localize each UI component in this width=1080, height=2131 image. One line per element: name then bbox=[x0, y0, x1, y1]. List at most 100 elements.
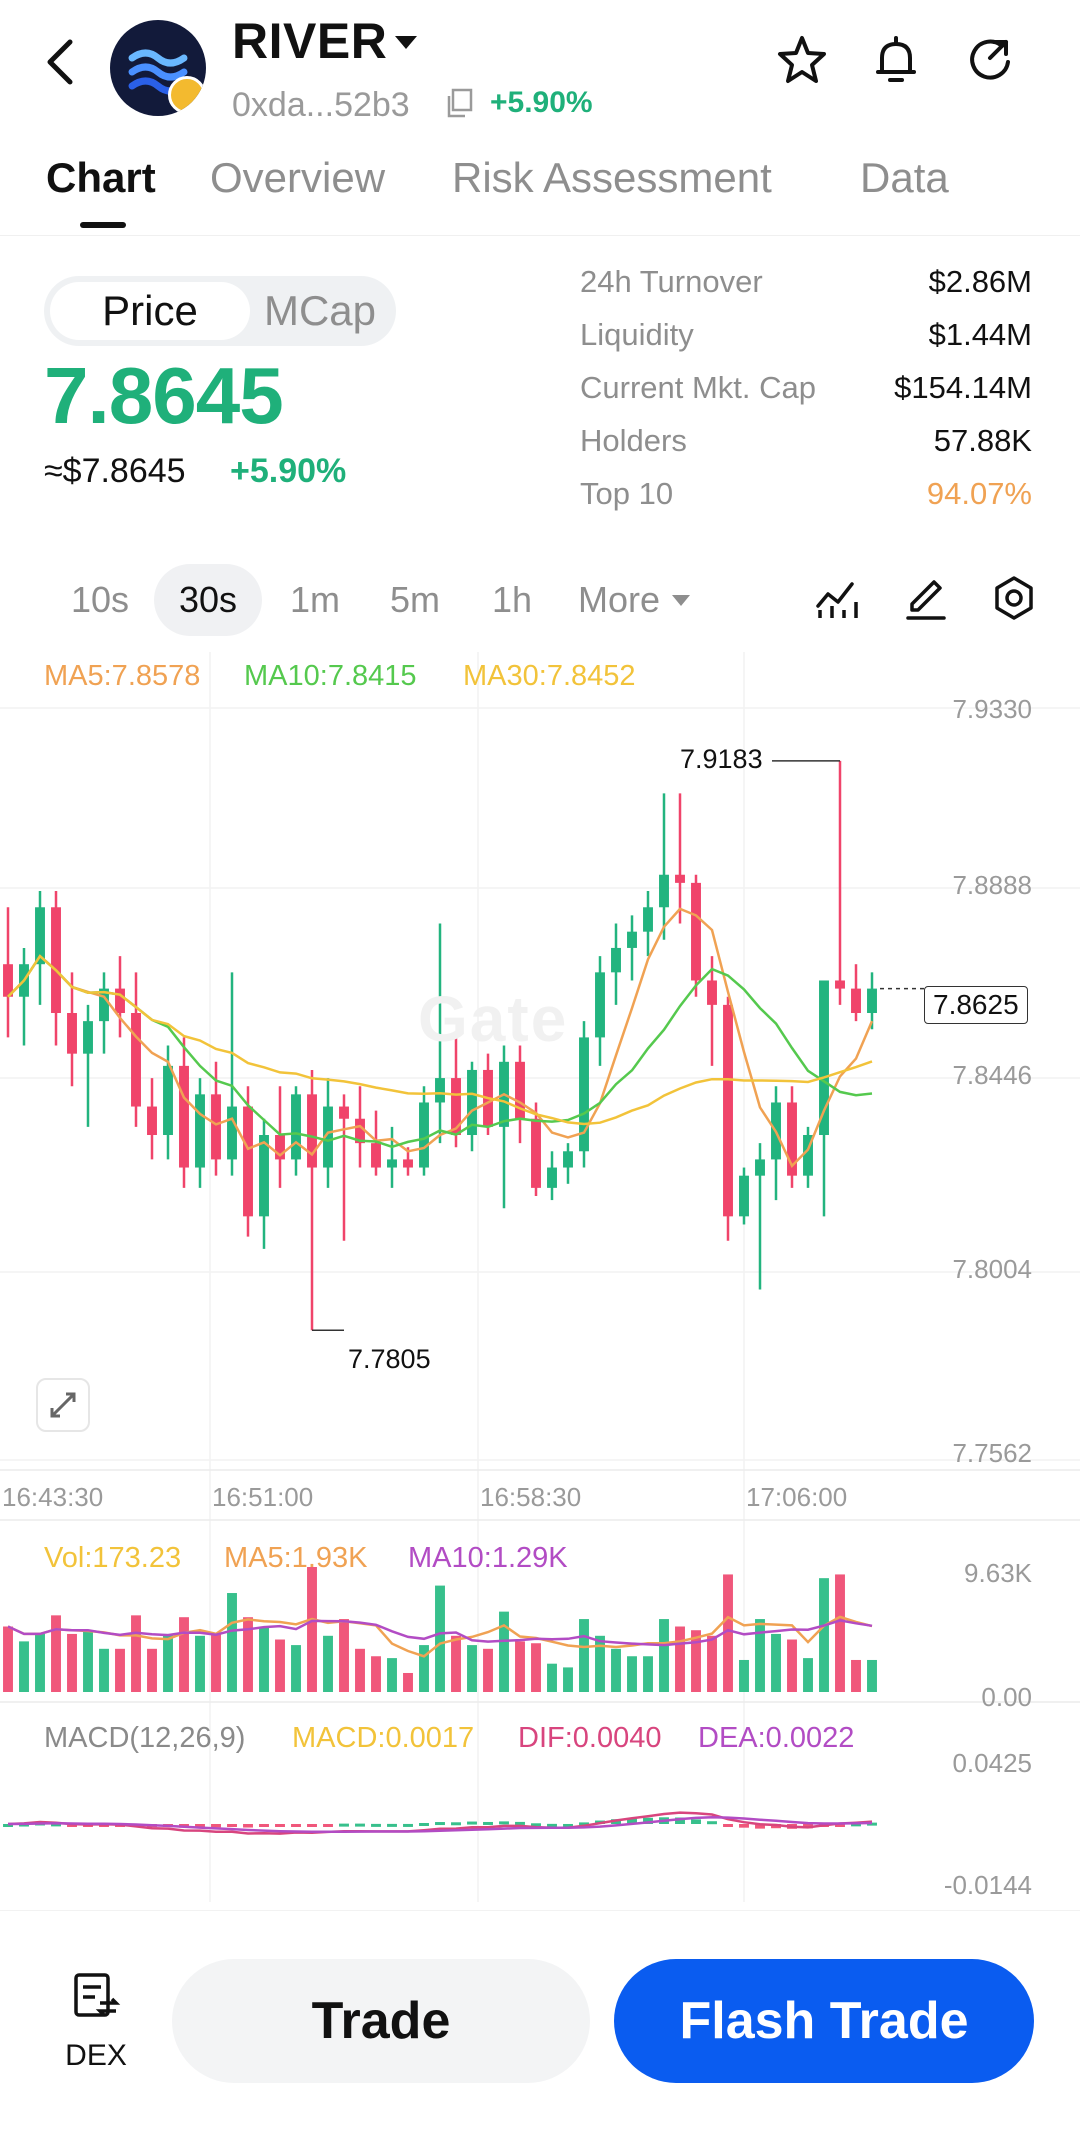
volume-bar bbox=[707, 1635, 717, 1692]
candle-body bbox=[563, 1151, 573, 1168]
volume-axis-max: 9.63K bbox=[964, 1558, 1032, 1588]
candle-body bbox=[547, 1167, 557, 1188]
macd-histogram-bar bbox=[643, 1817, 653, 1824]
interval-5m[interactable]: 5m bbox=[389, 579, 440, 620]
stat-top10[interactable]: Top 10 94.07% bbox=[580, 474, 1032, 527]
copy-icon[interactable] bbox=[445, 88, 473, 118]
share-icon[interactable] bbox=[962, 32, 1018, 88]
candle-body bbox=[67, 1013, 77, 1054]
tab-risk-assessment[interactable]: Risk Assessment bbox=[452, 154, 772, 201]
macd-histogram-bar bbox=[547, 1823, 557, 1827]
stat-holders[interactable]: Holders 57.88K bbox=[580, 421, 1032, 474]
volume-bar bbox=[787, 1639, 797, 1692]
macd-histogram-bar bbox=[467, 1821, 477, 1825]
trade-button[interactable]: Trade bbox=[172, 1959, 590, 2083]
interval-bar: 10s 30s 1m 5m 1h More bbox=[0, 560, 1080, 640]
volume-bar bbox=[163, 1633, 173, 1692]
stat-label: Holders bbox=[580, 423, 687, 458]
chart-area[interactable]: Gate MA5:7.8578 MA10:7.8415 MA30:7.8452 … bbox=[0, 652, 1080, 1912]
dex-button[interactable]: DEX bbox=[50, 1961, 142, 2081]
candle-body bbox=[115, 988, 125, 1014]
macd-histogram-bar bbox=[531, 1823, 541, 1827]
settings-gear-icon[interactable] bbox=[990, 574, 1038, 622]
volume-bar bbox=[819, 1578, 829, 1692]
dex-icon bbox=[74, 1973, 121, 2017]
macd-histogram-bar bbox=[851, 1823, 861, 1827]
ma30-legend: MA30:7.8452 bbox=[463, 660, 636, 692]
macd-histogram-bar bbox=[579, 1822, 589, 1826]
volume-bar bbox=[675, 1626, 685, 1692]
stat-label: 24h Turnover bbox=[580, 264, 763, 299]
volume-bar bbox=[147, 1648, 157, 1692]
candle-body bbox=[179, 1065, 189, 1168]
macd-histogram-bar bbox=[691, 1819, 701, 1824]
candle-body bbox=[851, 988, 861, 1014]
macd-histogram-bar bbox=[211, 1824, 221, 1828]
candle-body bbox=[787, 1102, 797, 1176]
volume-bar bbox=[467, 1645, 477, 1692]
dea-line bbox=[7, 1815, 873, 1834]
candle-body bbox=[35, 907, 45, 965]
candle-body bbox=[131, 1013, 141, 1107]
ma30-line bbox=[7, 954, 873, 1126]
more-caret-icon bbox=[672, 595, 691, 606]
interval-more-label: More bbox=[578, 579, 661, 620]
macd-histogram-bar bbox=[275, 1824, 285, 1827]
price-chart-svg bbox=[0, 652, 1080, 1902]
macd-histogram-bar bbox=[355, 1823, 365, 1827]
token-name[interactable]: RIVER bbox=[232, 13, 388, 69]
candle-body bbox=[515, 1061, 525, 1119]
volume-bar bbox=[3, 1626, 13, 1692]
interval-more[interactable]: More bbox=[578, 572, 691, 628]
volume-bar bbox=[291, 1645, 301, 1692]
macd-histogram-bar bbox=[195, 1824, 205, 1828]
token-dropdown-caret-icon[interactable] bbox=[395, 36, 417, 49]
candle-body bbox=[579, 1037, 589, 1152]
volume-ma5-legend: MA5:1.93K bbox=[224, 1542, 368, 1574]
macd-axis-max: 0.0425 bbox=[952, 1748, 1032, 1778]
volume-bar bbox=[739, 1659, 749, 1692]
volume-bar bbox=[83, 1630, 93, 1692]
y-axis-label: 7.8004 bbox=[952, 1254, 1032, 1284]
contract-address: 0xda...52b3 bbox=[232, 86, 410, 124]
candle-body bbox=[419, 1102, 429, 1168]
macd-histogram-bar bbox=[259, 1824, 269, 1827]
interval-10s[interactable]: 10s bbox=[70, 579, 130, 620]
flash-trade-button[interactable]: Flash Trade bbox=[614, 1959, 1034, 2083]
candle-body bbox=[803, 1135, 813, 1176]
indicator-icon[interactable] bbox=[814, 574, 862, 622]
volume-bar bbox=[131, 1615, 141, 1692]
interval-1m[interactable]: 1m bbox=[289, 579, 340, 620]
candle-body bbox=[723, 1004, 733, 1217]
candle-body bbox=[3, 964, 13, 997]
macd-histogram-bar bbox=[499, 1821, 509, 1825]
back-arrow-icon[interactable] bbox=[40, 34, 84, 90]
macd-histogram-bar bbox=[323, 1824, 333, 1827]
tab-overview[interactable]: Overview bbox=[210, 154, 386, 201]
star-icon[interactable] bbox=[774, 32, 830, 88]
interval-30s[interactable]: 30s bbox=[154, 564, 262, 636]
interval-1h[interactable]: 1h bbox=[491, 579, 533, 620]
draw-pencil-icon[interactable] bbox=[902, 574, 950, 622]
macd-value-legend: MACD:0.0017 bbox=[292, 1722, 475, 1754]
volume-bar bbox=[691, 1630, 701, 1692]
volume-bar bbox=[851, 1659, 861, 1692]
macd-histogram-bar bbox=[515, 1821, 525, 1825]
tab-data[interactable]: Data bbox=[860, 154, 949, 201]
price-toggle-option[interactable]: Price bbox=[50, 282, 250, 340]
bell-icon[interactable] bbox=[868, 32, 924, 88]
volume-bar bbox=[195, 1635, 205, 1692]
volume-bar bbox=[323, 1635, 333, 1692]
tab-chart[interactable]: Chart bbox=[46, 154, 156, 201]
volume-bar bbox=[627, 1656, 637, 1692]
volume-bar bbox=[67, 1633, 77, 1692]
volume-bar bbox=[659, 1619, 669, 1692]
candle-body bbox=[355, 1118, 365, 1144]
stat-turnover: 24h Turnover $2.86M bbox=[580, 262, 1032, 315]
expand-chart-icon[interactable] bbox=[36, 1378, 90, 1432]
volume-bar bbox=[211, 1633, 221, 1692]
mcap-toggle-option[interactable]: MCap bbox=[263, 287, 377, 334]
candle-body bbox=[195, 1094, 205, 1168]
macd-histogram-bar bbox=[371, 1823, 381, 1827]
header-change-percent: +5.90% bbox=[490, 86, 593, 119]
